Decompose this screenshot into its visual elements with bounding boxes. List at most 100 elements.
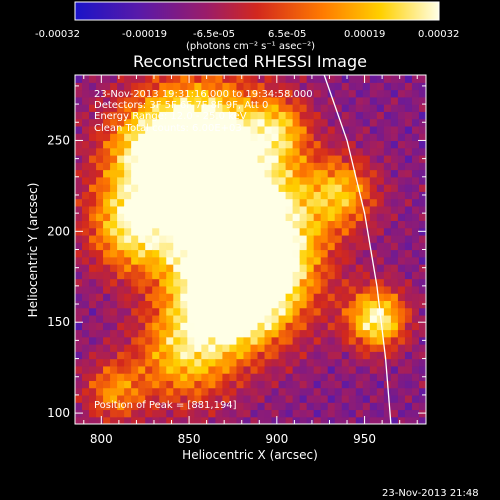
heatmap-cell (285, 380, 294, 389)
heatmap-cell (82, 75, 90, 83)
heatmap-cell (75, 75, 83, 83)
heatmap-cell (376, 220, 385, 229)
heatmap-cell (278, 118, 287, 127)
heatmap-cell (299, 89, 308, 98)
heatmap-cell (355, 118, 364, 127)
heatmap-cell (110, 154, 118, 163)
heatmap-cell (166, 104, 174, 112)
heatmap-cell (376, 416, 385, 424)
heatmap-cell (390, 336, 399, 345)
heatmap-cell (341, 205, 350, 214)
heatmap-cell (383, 293, 392, 301)
y-tick-label: 200 (47, 224, 70, 238)
heatmap-cell (180, 365, 188, 374)
heatmap-cell (376, 285, 385, 294)
heatmap-cell (124, 147, 132, 156)
heatmap-cell (89, 227, 97, 236)
heatmap-cell (187, 147, 195, 156)
heatmap-cell (383, 205, 392, 214)
heatmap-cell (313, 227, 322, 236)
heatmap-cell (103, 285, 111, 294)
heatmap-cell (369, 300, 378, 309)
heatmap-cell (82, 285, 90, 294)
heatmap-cell (313, 249, 322, 258)
heatmap-cell (306, 351, 315, 360)
heatmap-cell (390, 380, 399, 389)
heatmap-cell (229, 140, 238, 149)
heatmap-cell (348, 293, 357, 301)
x-axis-title: Heliocentric X (arcsec) (182, 448, 318, 462)
heatmap-cell (306, 82, 315, 91)
heatmap-cell (173, 104, 181, 112)
heatmap-cell (194, 264, 202, 272)
heatmap-cell (327, 300, 336, 309)
heatmap-cell (313, 358, 322, 367)
heatmap-cell (215, 184, 224, 192)
heatmap-cell (341, 125, 350, 134)
heatmap-cell (145, 271, 153, 280)
heatmap-cell (341, 256, 350, 265)
heatmap-cell (341, 322, 350, 331)
heatmap-cell (201, 394, 209, 403)
heatmap-cell (96, 402, 104, 411)
heatmap-cell (215, 140, 224, 149)
heatmap-cell (110, 140, 118, 149)
heatmap-cell (243, 96, 252, 105)
heatmap-cell (397, 111, 406, 120)
heatmap-cell (299, 118, 308, 127)
heatmap-cell (166, 256, 174, 265)
heatmap-cell (404, 336, 413, 345)
heatmap-cell (341, 82, 350, 91)
heatmap-cell (299, 351, 308, 360)
heatmap-cell (327, 133, 336, 142)
heatmap-cell (187, 82, 195, 91)
heatmap-cell (292, 162, 301, 171)
heatmap-cell (383, 256, 392, 265)
heatmap-cell (145, 351, 153, 360)
y-axis-title: Heliocentric Y (arcsec) (26, 183, 40, 318)
heatmap-cell (257, 82, 266, 91)
heatmap-cell (404, 104, 413, 112)
heatmap-cell (376, 336, 385, 345)
heatmap-cell (285, 416, 294, 424)
heatmap-cell (159, 293, 167, 301)
heatmap-cell (131, 75, 139, 83)
heatmap-cell (166, 285, 174, 294)
heatmap-cell (404, 307, 413, 316)
heatmap-cell (334, 264, 343, 272)
heatmap-cell (313, 285, 322, 294)
heatmap-cell (264, 140, 273, 149)
heatmap-cell (404, 373, 413, 381)
heatmap-cell (257, 242, 266, 251)
heatmap-cell (341, 227, 350, 236)
heatmap-cell (278, 133, 287, 142)
heatmap-cell (166, 176, 174, 185)
heatmap-cell (369, 133, 378, 142)
heatmap-cell (257, 205, 266, 214)
heatmap-cell (362, 234, 371, 243)
heatmap-cell (236, 176, 245, 185)
heatmap-cell (82, 336, 90, 345)
heatmap-cell (334, 125, 343, 134)
heatmap-cell (215, 96, 224, 105)
heatmap-cell (264, 373, 273, 381)
heatmap-cell (138, 213, 146, 222)
heatmap-cell (208, 402, 216, 411)
heatmap-cell (138, 220, 146, 229)
heatmap-cell (229, 227, 238, 236)
heatmap-cell (348, 234, 357, 243)
heatmap-cell (271, 184, 280, 192)
heatmap-cell (327, 249, 336, 258)
heatmap-cell (397, 198, 406, 207)
heatmap-cell (278, 162, 287, 171)
heatmap-cell (292, 256, 301, 265)
heatmap-cell (278, 104, 287, 112)
heatmap-cell (404, 89, 413, 98)
heatmap-cell (383, 365, 392, 374)
heatmap-cell (299, 227, 308, 236)
heatmap-cell (131, 336, 139, 345)
heatmap-cell (355, 184, 364, 192)
heatmap-cell (390, 213, 399, 222)
heatmap-cell (334, 176, 343, 185)
heatmap-cell (159, 133, 167, 142)
